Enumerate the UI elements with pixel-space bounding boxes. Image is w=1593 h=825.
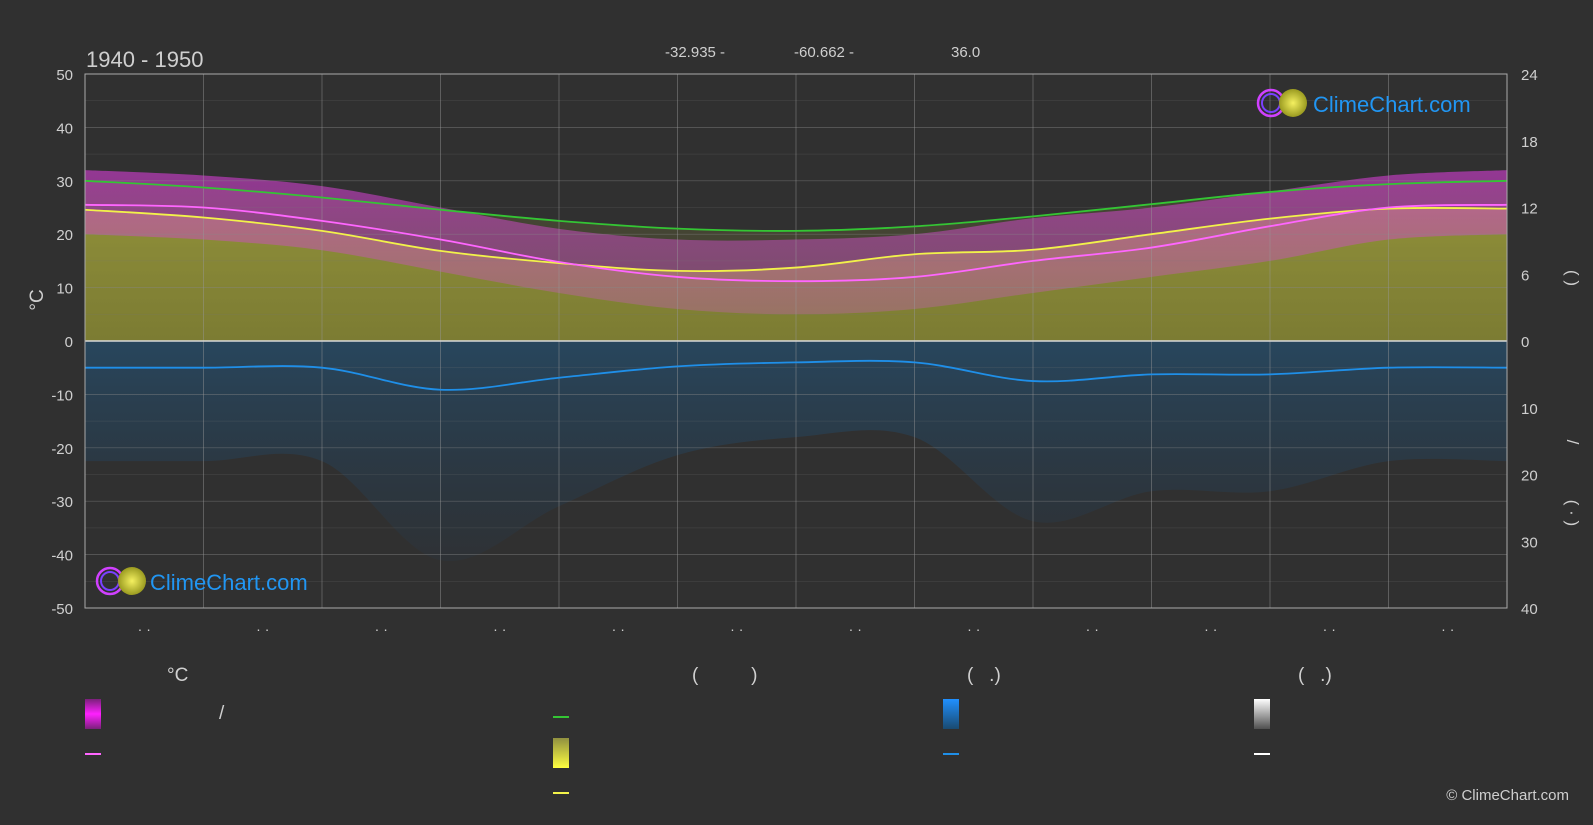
month-tick-label: · · [849,621,862,637]
legend-temp-mean-swatch [85,753,101,755]
month-tick-label: · · [730,621,743,637]
right-tick-label: 10 [1521,401,1538,418]
left-tick-label: 50 [56,67,73,84]
axes: 50 40 30 20 10 0 -10 -20 -30 -40 -50 24 18 12 6 0 10 20 30… [51,67,1537,637]
left-tick-label: 40 [56,120,73,137]
legend-snow-swatch [1254,753,1270,755]
left-tick-label: 10 [56,281,73,298]
logo-top[interactable]: ClimeChart.com [1256,88,1471,118]
precipitation-line [84,359,1508,391]
left-tick-label: -20 [51,441,73,458]
left-tick-label: -50 [51,601,73,618]
sunshine-line [84,206,1508,273]
month-tick-label: · · [1323,621,1336,637]
plot-frame [84,73,1508,609]
temperature-mean-line [84,203,1508,283]
logo-text: ClimeChart.com [1313,92,1471,117]
legend-precip-range-swatch [943,699,959,729]
logo-text: ClimeChart.com [150,570,308,595]
right-tick-label: 20 [1521,468,1538,485]
right-tick-label: 24 [1521,67,1538,84]
legend-sunshine-range-swatch [553,738,569,768]
month-tick-label: · · [256,621,269,637]
month-tick-label: · · [1086,621,1099,637]
right-tick-label: 18 [1521,134,1538,151]
series-lines [84,179,1508,391]
left-tick-label: 20 [56,227,73,244]
left-tick-label: 30 [56,174,73,191]
month-tick-label: · · [612,621,625,637]
month-tick-label: · · [967,621,980,637]
copyright: © ClimeChart.com [1446,787,1569,804]
longitude-label: -60.662 - [794,44,854,61]
daylight-line [84,179,1508,232]
grid [84,73,1508,609]
right-tick-label: 0 [1521,334,1529,351]
legend-precip-swatch [943,753,959,755]
logo-icon [1256,88,1307,118]
left-tick-label: 0 [65,334,73,351]
month-tick-label: · · [375,621,388,637]
logo-bottom[interactable]: ClimeChart.com [95,566,308,596]
logo-icon [95,566,146,596]
left-tick-label: -30 [51,494,73,511]
right-tick-label: 6 [1521,267,1529,284]
legend-temp-range-slash: / [219,703,225,724]
period-title: 1940 - 1950 [86,47,203,72]
month-tick-label: · · [138,621,151,637]
latitude-label: -32.935 - [665,44,725,61]
right-tick-label: 40 [1521,601,1538,618]
legend-precip-header: ( .) [967,665,1001,686]
right-axis-top-label: ( ) [1563,270,1582,286]
elevation-label: 36.0 [951,44,980,61]
month-tick-label: · · [493,621,506,637]
left-tick-label: -40 [51,548,73,565]
right-axis-slash: / [1563,440,1582,445]
right-tick-label: 12 [1521,201,1538,218]
month-tick-label: · · [1204,621,1217,637]
month-tick-label: · · [1441,621,1454,637]
left-tick-label: -10 [51,387,73,404]
right-axis-bottom-label: ( · ) [1563,500,1582,526]
legend-snow-header: ( .) [1298,665,1332,686]
legend-daylight-swatch [553,716,569,718]
left-axis-label: °C [27,289,48,310]
legend-temp-range-swatch [85,699,101,729]
right-tick-label: 30 [1521,534,1538,551]
legend-daylight-header: ( ) [692,665,758,686]
legend-snow-range-swatch [1254,699,1270,729]
legend-sunshine-swatch [553,792,569,794]
legend-temperature-header: °C [167,665,189,686]
